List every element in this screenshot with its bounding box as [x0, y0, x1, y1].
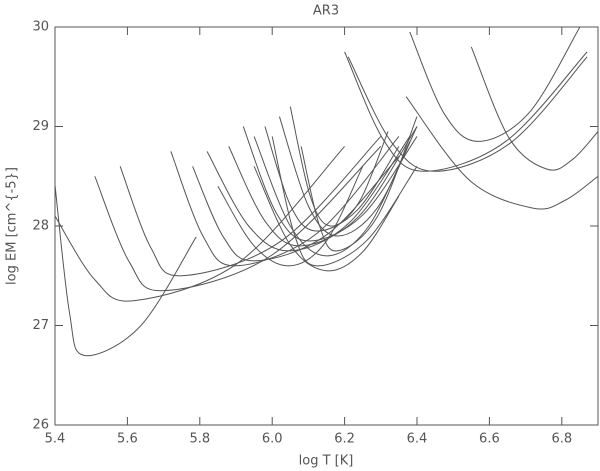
y-tick-label: 30: [32, 20, 49, 35]
em-locus-curve: [264, 126, 400, 232]
plot-frame: [54, 26, 599, 426]
x-tick-label: 5.4: [45, 432, 66, 447]
x-tick-label: 6.2: [334, 432, 355, 447]
y-tick-label: 27: [32, 318, 49, 333]
x-tick-label: 6.4: [407, 432, 428, 447]
em-locus-curve: [470, 46, 598, 171]
chart-title: AR3: [313, 4, 339, 19]
em-locus-curve: [347, 56, 588, 172]
curves: [55, 27, 598, 357]
x-tick-label: 6.0: [262, 432, 283, 447]
x-tick-label: 6.6: [479, 432, 500, 447]
em-locus-curve: [344, 51, 588, 172]
em-locus-curve: [119, 136, 382, 277]
em-locus-curve: [94, 146, 382, 292]
em-locus-curve: [55, 185, 197, 357]
x-axis-label: log T [K]: [299, 454, 354, 469]
em-locus-curve: [242, 126, 418, 242]
em-locus-curve: [206, 136, 411, 252]
em-locus-curve: [192, 156, 400, 262]
x-tick-label: 5.6: [117, 432, 138, 447]
x-tick-label: 6.8: [551, 432, 572, 447]
y-tick-label: 29: [32, 119, 49, 134]
y-tick-label: 26: [32, 418, 49, 433]
em-locus-curve: [405, 96, 598, 210]
em-locus-curve: [228, 126, 418, 247]
y-tick-label: 28: [32, 219, 49, 234]
em-locus-curve: [253, 166, 400, 272]
em-locus-curve: [170, 136, 400, 267]
em-locus-curve: [271, 136, 418, 267]
x-tick-label: 5.8: [189, 432, 210, 447]
em-locus-curve: [278, 116, 418, 237]
em-locus-curve: [253, 136, 411, 257]
em-locus-curve: [289, 106, 389, 227]
y-axis-label: log EM [cm^{-5}]: [5, 167, 20, 285]
em-locus-curve: [217, 166, 364, 267]
em-locus-curve: [300, 116, 418, 252]
em-locus-curve: [409, 27, 581, 142]
